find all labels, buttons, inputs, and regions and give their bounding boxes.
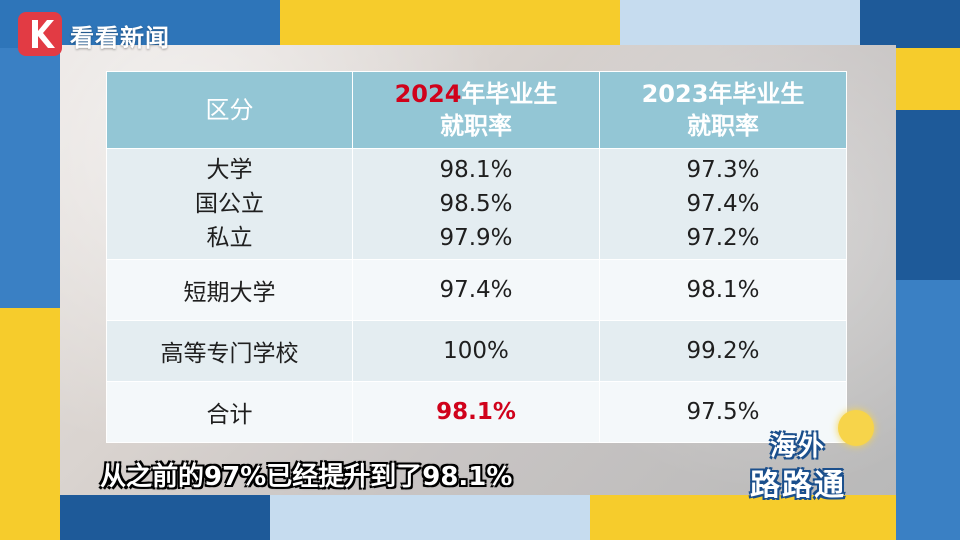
category-university: 大学 bbox=[206, 157, 253, 183]
news-logo-icon bbox=[18, 12, 62, 56]
category-cell: 短期大学 bbox=[106, 259, 353, 321]
badge-line1: 海外 bbox=[770, 432, 827, 462]
category-private: 私立 bbox=[206, 225, 253, 251]
subtitle-caption: 从之前的97%已经提升到了98.1% bbox=[100, 462, 513, 492]
header-category: 区分 bbox=[106, 71, 353, 149]
lightbulb-icon bbox=[838, 410, 874, 446]
header-2023-line1: 2023年毕业生 bbox=[641, 79, 805, 108]
rate-2023-public: 97.4% bbox=[686, 191, 760, 217]
frame-block-right-lightblue bbox=[896, 280, 960, 540]
rate-2024-public: 98.5% bbox=[439, 191, 513, 217]
news-logo-text: 看看新闻 bbox=[70, 24, 170, 52]
rate-2023-cell: 98.1% bbox=[599, 259, 847, 321]
category-cell: 大学 国公立 私立 bbox=[106, 148, 353, 260]
table-row: 高等专门学校 100% 99.2% bbox=[106, 320, 847, 382]
frame-block-left-lightblue bbox=[0, 48, 60, 308]
header-2023: 2023年毕业生 就职率 bbox=[599, 71, 847, 149]
header-2024-line2: 就职率 bbox=[440, 112, 512, 140]
rate-2023-cell: 99.2% bbox=[599, 320, 847, 382]
badge-line2: 路路通 bbox=[750, 468, 846, 503]
rate-2024-private: 97.9% bbox=[439, 225, 513, 251]
frame-block-right-yellow bbox=[896, 48, 960, 110]
program-badge: 海外 路路通 bbox=[748, 418, 898, 503]
frame-block-top-lightblue bbox=[620, 0, 860, 48]
table-row-total: 合计 98.1% 97.5% bbox=[106, 381, 847, 443]
frame-block-top-yellow bbox=[280, 0, 620, 48]
frame-block-bottom-lightblue bbox=[270, 495, 590, 540]
category-cell: 合计 bbox=[106, 381, 353, 443]
frame-block-right-navy bbox=[896, 110, 960, 280]
rate-2024-cell: 97.4% bbox=[352, 259, 600, 321]
category-cell: 高等专门学校 bbox=[106, 320, 353, 382]
category-public: 国公立 bbox=[195, 191, 264, 217]
table-header-row: 区分 2024年毕业生 就职率 2023年毕业生 就职率 bbox=[106, 71, 847, 149]
table-row: 短期大学 97.4% 98.1% bbox=[106, 259, 847, 321]
header-2024: 2024年毕业生 就职率 bbox=[352, 71, 600, 149]
total-rate-2024: 98.1% bbox=[436, 399, 516, 425]
header-2023-line2: 就职率 bbox=[687, 112, 759, 140]
rate-2024-cell: 98.1% 98.5% 97.9% bbox=[352, 148, 600, 260]
rate-2023-university: 97.3% bbox=[686, 157, 760, 183]
header-2024-year: 2024 bbox=[394, 79, 462, 108]
employment-rate-table: 区分 2024年毕业生 就职率 2023年毕业生 就职率 大学 国公立 私立 9… bbox=[106, 71, 847, 443]
frame-block-left-yellow bbox=[0, 308, 60, 540]
rate-2023-private: 97.2% bbox=[686, 225, 760, 251]
table-row: 大学 国公立 私立 98.1% 98.5% 97.9% 97.3% 97.4% … bbox=[106, 148, 847, 260]
rate-2024-university: 98.1% bbox=[439, 157, 513, 183]
frame-block-bottom-navy bbox=[60, 495, 270, 540]
rate-2024-cell: 98.1% bbox=[352, 381, 600, 443]
frame-block-bottom-yellow bbox=[590, 495, 896, 540]
frame-block-top-right-navy bbox=[860, 0, 960, 48]
rate-2024-cell: 100% bbox=[352, 320, 600, 382]
rate-2023-cell: 97.3% 97.4% 97.2% bbox=[599, 148, 847, 260]
header-2024-rest: 年毕业生 bbox=[461, 79, 558, 108]
